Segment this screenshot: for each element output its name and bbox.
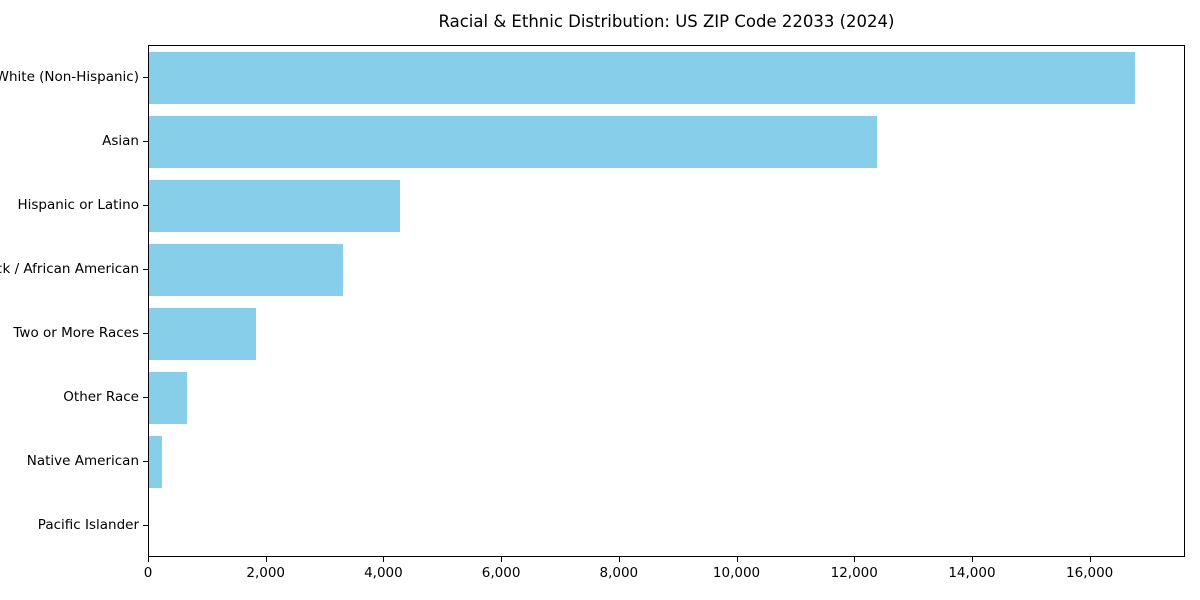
bar-hispanic-or-latino	[149, 180, 400, 232]
x-axis-tick-label: 10,000	[712, 565, 761, 581]
x-axis-tick-mark	[854, 557, 856, 562]
y-axis-tick-label: Pacific Islander	[37, 517, 139, 533]
bar-two-or-more-races	[149, 308, 257, 360]
x-axis-tick-mark	[618, 557, 620, 562]
bar-native-american	[149, 436, 162, 488]
bar-asian	[149, 116, 878, 168]
bar-white-non-hispanic	[149, 52, 1136, 104]
y-axis-tick-mark	[143, 77, 148, 78]
y-axis-tick-mark	[143, 397, 148, 398]
y-axis-tick-mark	[143, 525, 148, 526]
x-axis-tick-mark	[148, 557, 149, 562]
x-axis-tick-label: 0	[143, 565, 153, 581]
y-axis-tick-label: Black / African American	[0, 261, 139, 277]
y-axis-tick-mark	[143, 141, 148, 142]
y-axis-tick-mark	[143, 333, 148, 334]
x-axis-tick-label: 6,000	[481, 565, 521, 581]
x-axis-tick-mark	[501, 557, 503, 562]
x-axis-tick-label: 2,000	[246, 565, 286, 581]
x-axis-tick-mark	[736, 557, 738, 562]
chart-title: Racial & Ethnic Distribution: US ZIP Cod…	[438, 12, 895, 31]
bar-black-african-american	[149, 244, 343, 296]
x-axis-tick-label: 8,000	[599, 565, 639, 581]
y-axis-tick-label: White (Non-Hispanic)	[0, 69, 139, 85]
y-axis-tick-label: Asian	[102, 133, 139, 149]
y-axis-tick-label: Other Race	[63, 389, 139, 405]
x-axis-tick-label: 14,000	[948, 565, 996, 581]
x-axis-tick-label: 12,000	[830, 565, 878, 581]
x-axis-tick-mark	[1089, 557, 1091, 562]
x-axis-tick-mark	[265, 557, 267, 562]
plot-area	[148, 45, 1185, 557]
y-axis-tick-label: Hispanic or Latino	[17, 197, 139, 213]
bar-other-race	[149, 372, 188, 424]
y-axis-tick-mark	[143, 205, 148, 206]
x-axis-tick-label: 16,000	[1066, 565, 1114, 581]
y-axis-tick-mark	[143, 461, 148, 462]
y-axis-tick-mark	[143, 269, 148, 270]
y-axis-tick-label: Native American	[26, 453, 139, 469]
x-axis-tick-mark	[383, 557, 385, 562]
x-axis-tick-label: 4,000	[364, 565, 403, 581]
y-axis-tick-label: Two or More Races	[13, 325, 139, 341]
x-axis-tick-mark	[971, 557, 973, 562]
